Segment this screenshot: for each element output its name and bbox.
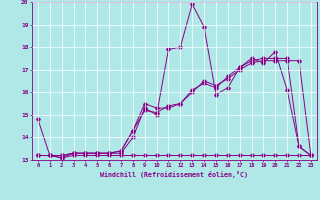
X-axis label: Windchill (Refroidissement éolien,°C): Windchill (Refroidissement éolien,°C) xyxy=(100,171,248,178)
